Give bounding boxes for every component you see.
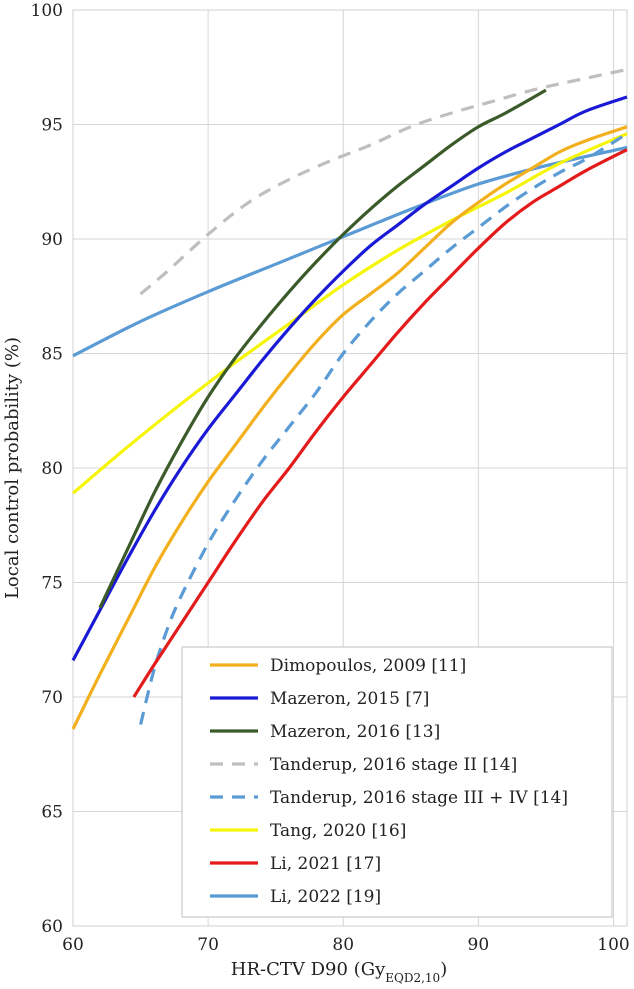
legend-entry-2: Mazeron, 2016 [13] xyxy=(270,722,440,742)
legend-entry-4: Tanderup, 2016 stage III + IV [14] xyxy=(270,788,568,808)
legend: Dimopoulos, 2009 [11] Mazeron, 2015 [7] Ma… xyxy=(181,646,613,918)
x-tick-label: 60 xyxy=(62,935,84,955)
y-tick-label: 80 xyxy=(41,459,63,479)
legend-entry-6: Li, 2021 [17] xyxy=(270,854,381,874)
series-line-2 xyxy=(98,88,547,609)
series-line-1 xyxy=(71,95,628,662)
y-axis-title: Local control probability (%) xyxy=(2,337,23,599)
legend-entry-3: Tanderup, 2016 stage II [14] xyxy=(270,755,517,775)
y-tick-label: 65 xyxy=(41,803,63,823)
series-line-6 xyxy=(132,148,628,698)
legend-entry-1: Mazeron, 2015 [7] xyxy=(270,689,429,709)
series-line-3 xyxy=(139,67,628,296)
legend-entry-5: Tang, 2020 [16] xyxy=(270,821,406,841)
y-tick-label: 75 xyxy=(41,574,63,594)
series-line-7 xyxy=(72,145,628,358)
y-tick-label: 100 xyxy=(31,1,63,21)
y-tick-label: 70 xyxy=(41,688,63,708)
y-tick-label: 60 xyxy=(41,917,63,937)
x-tick-labels: 60 70 80 90 100 xyxy=(62,935,630,955)
y-tick-label: 95 xyxy=(41,116,63,136)
x-tick-label: 100 xyxy=(597,935,629,955)
x-tick-label: 90 xyxy=(468,935,490,955)
series-line-0 xyxy=(71,125,628,730)
plot-frame xyxy=(72,9,628,927)
legend-entry-0: Dimopoulos, 2009 [11] xyxy=(270,656,466,676)
x-tick-label: 80 xyxy=(332,935,354,955)
legend-box xyxy=(181,646,613,918)
x-axis-title: HR-CTV D90 (GyEQD2,10) xyxy=(231,959,447,985)
x-tick-label: 70 xyxy=(197,935,219,955)
y-tick-label: 90 xyxy=(41,230,63,250)
y-tick-labels: 60 65 70 75 80 85 90 95 100 xyxy=(31,1,63,937)
series-line-4 xyxy=(139,132,628,725)
legend-entry-7: Li, 2022 [19] xyxy=(270,887,381,907)
y-tick-label: 85 xyxy=(41,345,63,365)
series-lines xyxy=(71,67,628,730)
series-line-5 xyxy=(71,132,628,495)
